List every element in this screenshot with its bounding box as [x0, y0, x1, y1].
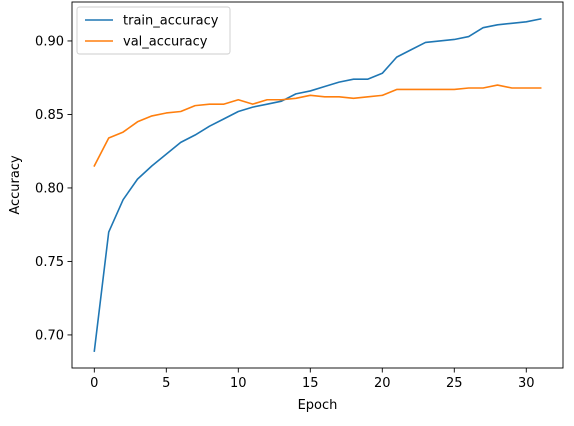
x-tick-label: 30: [518, 376, 535, 391]
legend-box: [76, 6, 231, 55]
legend: train_accuracy val_accuracy: [76, 6, 231, 55]
y-tick-label: 0.80: [35, 181, 64, 196]
y-tick-label: 0.85: [35, 108, 64, 123]
x-tick-label: 25: [446, 376, 463, 391]
y-tick-label: 0.70: [35, 328, 64, 343]
x-tick-label: 10: [230, 376, 247, 391]
x-tick-label: 0: [90, 376, 98, 391]
series-line-train_accuracy: [93, 17, 542, 352]
x-axis-label: Epoch: [298, 398, 338, 413]
x-tick-label: 15: [302, 376, 319, 391]
axes-frame: [71, 1, 564, 369]
legend-label-train_accuracy: train_accuracy: [123, 14, 219, 29]
x-tick-label: 5: [162, 376, 170, 391]
legend-label-val_accuracy: val_accuracy: [123, 35, 208, 50]
y-tick-label: 0.90: [35, 34, 64, 49]
y-tick-label: 0.75: [35, 255, 64, 270]
series-line-val_accuracy: [93, 84, 542, 167]
y-axis-label: Accuracy: [8, 155, 23, 215]
x-tick-label: 20: [374, 376, 391, 391]
